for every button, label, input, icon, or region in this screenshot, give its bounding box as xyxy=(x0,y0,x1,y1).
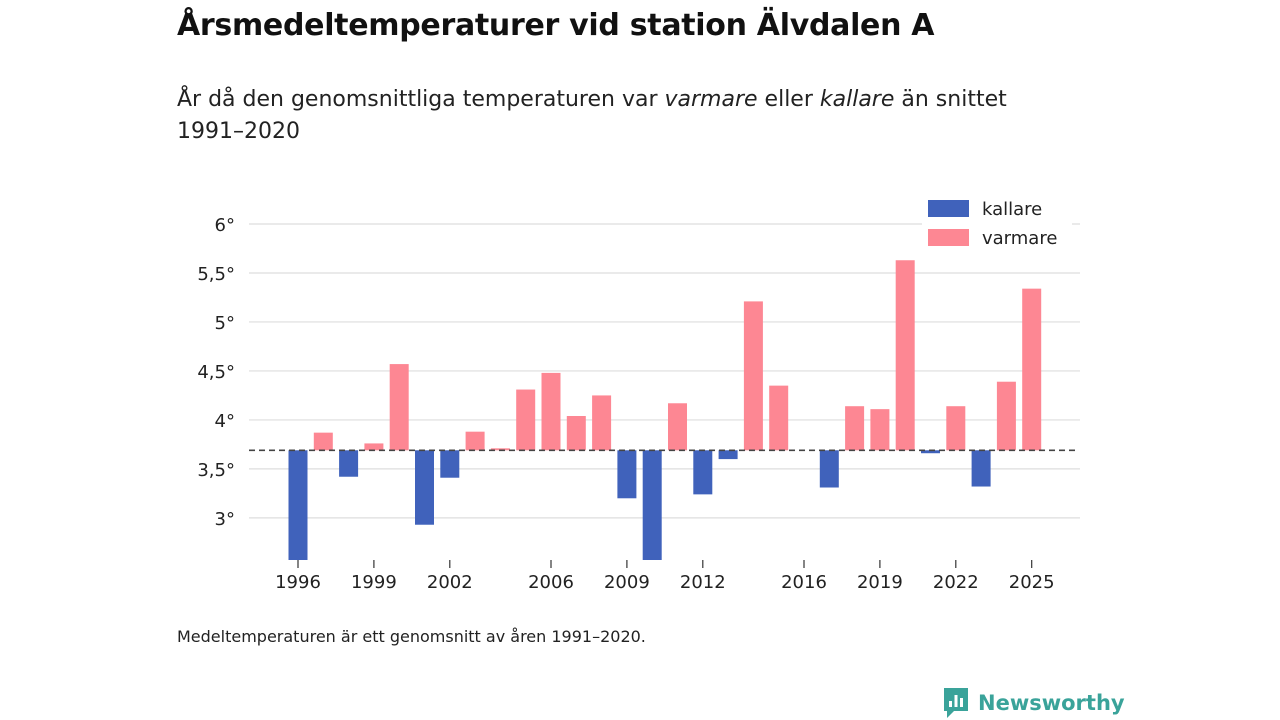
bar-2011 xyxy=(668,403,687,451)
bar-2007 xyxy=(566,416,586,451)
bar-1999 xyxy=(364,443,384,451)
brand-logo[interactable]: Newsworthy xyxy=(942,686,1125,720)
bar-2013 xyxy=(718,450,738,460)
y-tick-label: 4,5° xyxy=(197,362,235,383)
x-tick-label: 2009 xyxy=(604,572,650,593)
bar-2003 xyxy=(465,431,485,451)
x-tick-label: 1996 xyxy=(275,572,321,593)
bar-2015 xyxy=(769,385,789,451)
subtitle-warm-word: varmare xyxy=(664,87,758,112)
y-tick-label: 5,5° xyxy=(197,264,235,285)
bar-2020 xyxy=(895,260,915,451)
x-tick-label: 2016 xyxy=(781,572,827,593)
bar-chart: 6° 5,5° 5° 4,5° 4° 3,5° 3° 1996 1999 2002 2006 2009… xyxy=(197,194,1080,593)
bar-2012 xyxy=(693,450,713,495)
chart-subtitle: År då den genomsnittliga temperaturen va… xyxy=(177,84,1057,148)
bar-2023 xyxy=(971,450,991,487)
subtitle-text-middle: eller xyxy=(757,87,820,112)
bar-2017 xyxy=(819,450,839,488)
bar-1998 xyxy=(339,450,359,477)
chart-title: Årsmedeltemperaturer vid station Älvdale… xyxy=(177,8,935,43)
y-tick-label: 4° xyxy=(215,411,235,432)
legend-label-cold: kallare xyxy=(982,199,1042,220)
y-tick-label: 3° xyxy=(215,509,235,530)
legend-swatch-cold xyxy=(928,200,969,217)
y-tick-label: 6° xyxy=(215,215,235,236)
x-tick-label: 2019 xyxy=(857,572,903,593)
footnote: Medeltemperaturen är ett genomsnitt av å… xyxy=(177,627,646,646)
bar-2021 xyxy=(921,450,940,454)
bar-2025 xyxy=(1022,288,1042,451)
bar-2000 xyxy=(389,364,409,451)
x-tick-label: 2006 xyxy=(528,572,574,593)
bar-1997 xyxy=(313,432,333,451)
bar-2019 xyxy=(870,409,890,451)
y-tick-label: 3,5° xyxy=(197,460,235,481)
bar-2001 xyxy=(415,450,434,525)
bar-2004 xyxy=(490,448,510,451)
bar-2009 xyxy=(617,450,637,499)
bar-2010 xyxy=(642,450,662,560)
legend: kallare varmare xyxy=(922,194,1072,256)
bar-2002 xyxy=(440,450,460,478)
subtitle-cold-word: kallare xyxy=(819,87,895,112)
bar-1996 xyxy=(288,450,308,560)
newsworthy-logo-icon xyxy=(944,688,968,718)
brand-name: Newsworthy xyxy=(978,691,1125,715)
bar-2022 xyxy=(946,406,966,451)
x-tick-label: 2025 xyxy=(1009,572,1055,593)
subtitle-text-end: än snittet 1991–2020 xyxy=(177,87,1007,144)
x-tick-label: 2012 xyxy=(680,572,726,593)
legend-label-warm: varmare xyxy=(982,228,1057,249)
subtitle-text-start: År då den genomsnittliga temperaturen va… xyxy=(177,87,665,112)
bar-2014 xyxy=(743,301,763,451)
gridlines xyxy=(249,223,1080,519)
axes: 6° 5,5° 5° 4,5° 4° 3,5° 3° 1996 1999 2002 2006 2009… xyxy=(197,215,1054,593)
bar-2024 xyxy=(996,381,1016,451)
y-tick-label: 5° xyxy=(215,313,235,334)
x-tick-label: 1999 xyxy=(351,572,397,593)
bar-2008 xyxy=(592,395,612,451)
legend-swatch-warm xyxy=(928,229,969,246)
x-tick-label: 2002 xyxy=(427,572,473,593)
x-tick-label: 2022 xyxy=(933,572,979,593)
bars xyxy=(249,260,1078,560)
bar-2005 xyxy=(516,389,536,451)
bar-2006 xyxy=(541,372,561,451)
bar-2018 xyxy=(845,406,865,451)
